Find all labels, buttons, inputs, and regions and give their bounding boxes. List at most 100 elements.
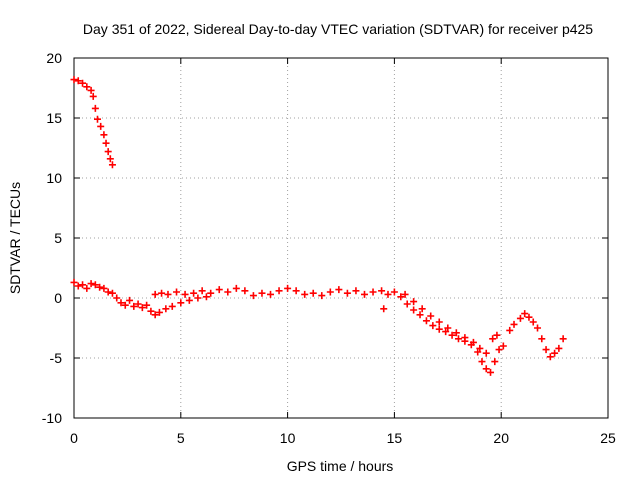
data-point [134,300,142,308]
data-point [335,286,343,294]
data-point [162,305,170,313]
data-point [96,283,104,291]
data-point [429,322,437,330]
data-point [83,284,91,292]
data-point [292,287,300,295]
data-point [284,284,292,292]
data-point [542,346,550,354]
data-point [97,122,105,130]
data-point [89,92,97,100]
data-point [448,331,456,339]
data-point [551,349,559,357]
y-tick-label: -5 [50,350,63,366]
data-point [100,131,108,139]
data-point [326,288,334,296]
x-tick-label: 15 [387,430,403,446]
data-point [87,86,95,94]
data-point [469,338,477,346]
data-point [516,314,524,322]
data-point [482,365,490,373]
data-point [384,290,392,298]
data-point [489,335,497,343]
x-tick-label: 25 [600,430,616,446]
data-point [452,329,460,337]
x-tick-label: 20 [493,430,509,446]
data-point [525,313,533,321]
data-point [352,287,360,295]
data-point [397,293,405,301]
series-SDTVAR [70,76,567,376]
data-point [198,287,206,295]
data-point [301,290,309,298]
data-point [343,289,351,297]
data-point [499,342,507,350]
data-point [495,346,503,354]
y-tick-label: 20 [46,50,62,66]
data-point [151,311,159,319]
data-point [190,289,198,297]
data-point [70,278,78,286]
x-axis-label: GPS time / hours [287,458,394,474]
data-point [126,296,134,304]
data-point [168,302,176,310]
y-tick-label: 0 [54,290,62,306]
y-axis-label: SDTVAR / TECUs [7,182,23,294]
x-tick-label: 0 [70,430,78,446]
data-point [117,299,125,307]
data-point [401,290,409,298]
data-point [521,310,529,318]
data-point [390,288,398,296]
data-series [70,76,567,376]
data-point [418,305,426,313]
data-point [215,286,223,294]
data-point [70,76,78,84]
data-point [91,281,99,289]
data-point [380,305,388,313]
axis-ticks: 0 5 10 15 20 25 -10 -5 0 5 10 15 20 [42,50,616,446]
x-tick-label: 5 [177,430,185,446]
data-point [241,287,249,295]
data-point [232,284,240,292]
data-point [91,104,99,112]
data-point [79,281,87,289]
data-point [108,161,116,169]
data-point [224,288,232,296]
data-point [546,353,554,361]
data-point [529,318,537,326]
data-point [435,325,443,333]
data-point [427,312,435,320]
data-point [435,318,443,326]
y-tick-label: 10 [46,170,62,186]
data-point [538,335,546,343]
data-point [100,284,108,292]
data-point [104,288,112,296]
data-point [476,344,484,352]
data-point [173,288,181,296]
data-point [461,334,469,342]
data-point [106,155,114,163]
data-point [559,335,567,343]
data-point [87,280,95,288]
data-point [151,290,159,298]
data-point [207,289,215,297]
data-point [155,308,163,316]
data-point [422,317,430,325]
data-point [442,328,450,336]
data-point [318,292,326,300]
data-point [378,287,386,295]
data-point [410,306,418,314]
y-tick-label: -10 [42,410,62,426]
data-point [108,289,116,297]
data-point [369,288,377,296]
data-point [474,348,482,356]
data-point [79,79,87,87]
data-point [510,320,518,328]
data-point [410,298,418,306]
data-point [478,358,486,366]
data-point [185,296,193,304]
data-point [202,293,210,301]
data-point [93,115,101,123]
data-point [147,307,155,315]
data-point [249,292,257,300]
data-point [164,290,172,298]
